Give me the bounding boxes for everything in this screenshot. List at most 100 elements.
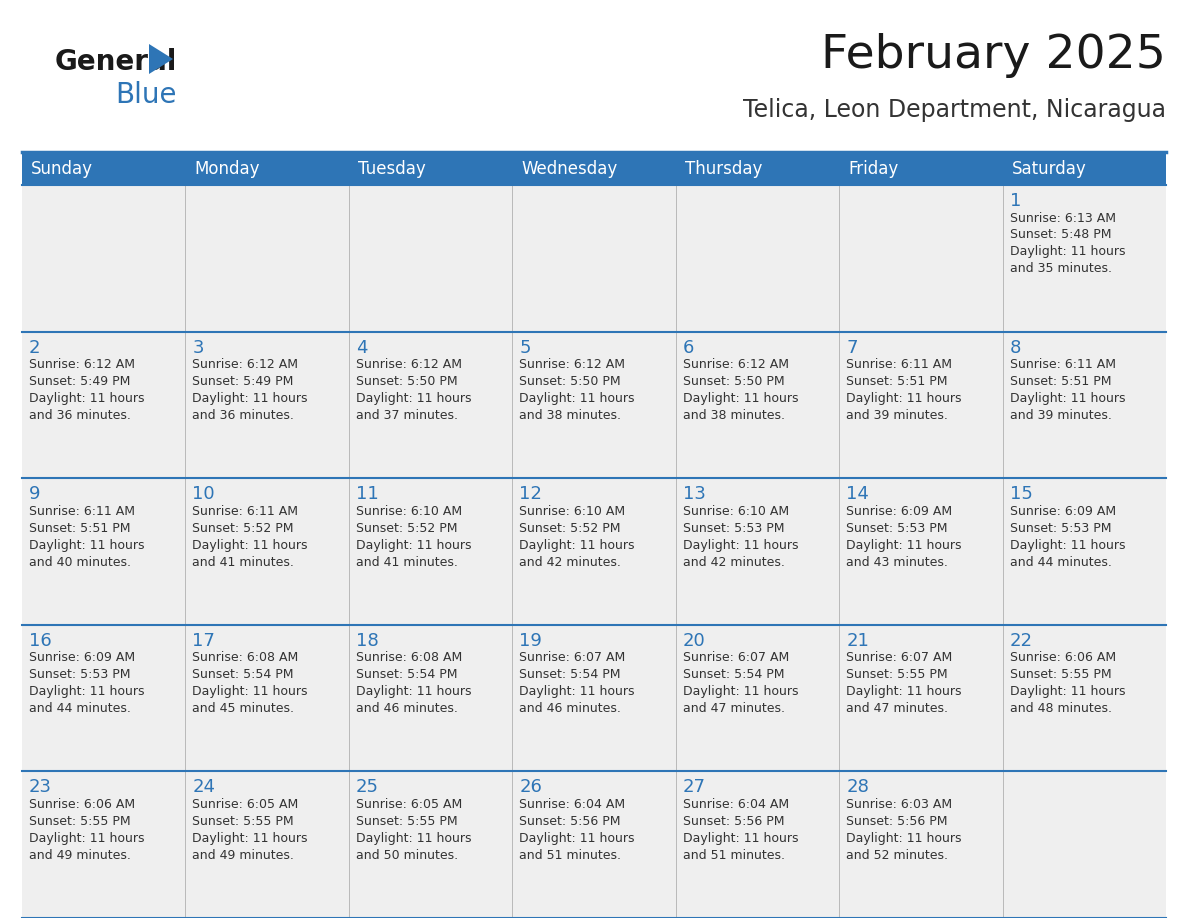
Text: Daylight: 11 hours: Daylight: 11 hours bbox=[1010, 539, 1125, 552]
Text: Sunset: 5:52 PM: Sunset: 5:52 PM bbox=[192, 521, 293, 534]
Text: and 39 minutes.: and 39 minutes. bbox=[846, 409, 948, 422]
Bar bbox=[839, 771, 1003, 918]
Text: Sunset: 5:56 PM: Sunset: 5:56 PM bbox=[846, 815, 948, 828]
Text: and 38 minutes.: and 38 minutes. bbox=[519, 409, 621, 422]
Text: Sunset: 5:54 PM: Sunset: 5:54 PM bbox=[356, 668, 457, 681]
Text: and 42 minutes.: and 42 minutes. bbox=[683, 555, 784, 568]
Text: Daylight: 11 hours: Daylight: 11 hours bbox=[1010, 686, 1125, 699]
Text: Sunset: 5:55 PM: Sunset: 5:55 PM bbox=[1010, 668, 1111, 681]
Text: 3: 3 bbox=[192, 339, 204, 356]
Text: 28: 28 bbox=[846, 778, 868, 797]
Text: 24: 24 bbox=[192, 778, 215, 797]
Text: Blue: Blue bbox=[115, 81, 177, 109]
Text: Daylight: 11 hours: Daylight: 11 hours bbox=[356, 392, 472, 405]
Text: Sunrise: 6:12 AM: Sunrise: 6:12 AM bbox=[192, 358, 298, 371]
Text: February 2025: February 2025 bbox=[821, 32, 1165, 77]
Text: Sunrise: 6:04 AM: Sunrise: 6:04 AM bbox=[683, 798, 789, 811]
Bar bbox=[512, 771, 676, 918]
Text: Daylight: 11 hours: Daylight: 11 hours bbox=[683, 686, 798, 699]
Text: Sunrise: 6:12 AM: Sunrise: 6:12 AM bbox=[356, 358, 462, 371]
Bar bbox=[23, 478, 185, 625]
Text: Saturday: Saturday bbox=[1011, 160, 1086, 177]
Text: Sunrise: 6:11 AM: Sunrise: 6:11 AM bbox=[192, 505, 298, 518]
Bar bbox=[676, 331, 839, 478]
Text: Sunrise: 6:06 AM: Sunrise: 6:06 AM bbox=[29, 798, 135, 811]
Text: Sunrise: 6:09 AM: Sunrise: 6:09 AM bbox=[29, 651, 135, 665]
Text: Daylight: 11 hours: Daylight: 11 hours bbox=[356, 539, 472, 552]
Bar bbox=[23, 152, 1165, 185]
Text: Sunset: 5:49 PM: Sunset: 5:49 PM bbox=[29, 375, 131, 388]
Text: Sunset: 5:50 PM: Sunset: 5:50 PM bbox=[683, 375, 784, 388]
Text: 5: 5 bbox=[519, 339, 531, 356]
Text: Daylight: 11 hours: Daylight: 11 hours bbox=[846, 686, 961, 699]
Text: Sunrise: 6:09 AM: Sunrise: 6:09 AM bbox=[846, 505, 953, 518]
Text: and 44 minutes.: and 44 minutes. bbox=[29, 702, 131, 715]
Text: Sunset: 5:53 PM: Sunset: 5:53 PM bbox=[29, 668, 131, 681]
Text: Sunset: 5:53 PM: Sunset: 5:53 PM bbox=[846, 521, 948, 534]
Text: Sunset: 5:55 PM: Sunset: 5:55 PM bbox=[356, 815, 457, 828]
Text: Sunset: 5:51 PM: Sunset: 5:51 PM bbox=[1010, 375, 1111, 388]
Text: Sunset: 5:53 PM: Sunset: 5:53 PM bbox=[1010, 521, 1111, 534]
Bar bbox=[185, 625, 349, 771]
Text: Sunrise: 6:10 AM: Sunrise: 6:10 AM bbox=[519, 505, 625, 518]
Text: Daylight: 11 hours: Daylight: 11 hours bbox=[29, 392, 145, 405]
Text: Sunrise: 6:07 AM: Sunrise: 6:07 AM bbox=[846, 651, 953, 665]
Text: and 47 minutes.: and 47 minutes. bbox=[683, 702, 785, 715]
Text: 12: 12 bbox=[519, 486, 542, 503]
Text: Daylight: 11 hours: Daylight: 11 hours bbox=[683, 832, 798, 845]
Bar bbox=[1003, 185, 1165, 331]
Text: Sunrise: 6:11 AM: Sunrise: 6:11 AM bbox=[846, 358, 952, 371]
Text: Sunrise: 6:11 AM: Sunrise: 6:11 AM bbox=[29, 505, 135, 518]
Bar bbox=[349, 625, 512, 771]
Bar bbox=[23, 185, 185, 331]
Text: Sunrise: 6:04 AM: Sunrise: 6:04 AM bbox=[519, 798, 625, 811]
Bar bbox=[676, 185, 839, 331]
Bar bbox=[839, 331, 1003, 478]
Text: and 48 minutes.: and 48 minutes. bbox=[1010, 702, 1112, 715]
Text: 8: 8 bbox=[1010, 339, 1020, 356]
Text: Sunrise: 6:03 AM: Sunrise: 6:03 AM bbox=[846, 798, 953, 811]
Text: Daylight: 11 hours: Daylight: 11 hours bbox=[192, 539, 308, 552]
Text: Sunrise: 6:11 AM: Sunrise: 6:11 AM bbox=[1010, 358, 1116, 371]
Text: and 47 minutes.: and 47 minutes. bbox=[846, 702, 948, 715]
Text: Sunset: 5:56 PM: Sunset: 5:56 PM bbox=[683, 815, 784, 828]
Text: Sunrise: 6:08 AM: Sunrise: 6:08 AM bbox=[192, 651, 298, 665]
Text: Sunrise: 6:08 AM: Sunrise: 6:08 AM bbox=[356, 651, 462, 665]
Text: Daylight: 11 hours: Daylight: 11 hours bbox=[356, 686, 472, 699]
Text: Sunset: 5:50 PM: Sunset: 5:50 PM bbox=[519, 375, 621, 388]
Polygon shape bbox=[148, 44, 173, 74]
Text: Sunrise: 6:09 AM: Sunrise: 6:09 AM bbox=[1010, 505, 1116, 518]
Text: 4: 4 bbox=[356, 339, 367, 356]
Bar bbox=[1003, 771, 1165, 918]
Text: and 46 minutes.: and 46 minutes. bbox=[519, 702, 621, 715]
Text: 2: 2 bbox=[29, 339, 40, 356]
Bar bbox=[185, 331, 349, 478]
Text: Daylight: 11 hours: Daylight: 11 hours bbox=[1010, 245, 1125, 259]
Text: and 49 minutes.: and 49 minutes. bbox=[29, 849, 131, 862]
Text: Daylight: 11 hours: Daylight: 11 hours bbox=[1010, 392, 1125, 405]
Text: and 51 minutes.: and 51 minutes. bbox=[519, 849, 621, 862]
Text: Daylight: 11 hours: Daylight: 11 hours bbox=[683, 392, 798, 405]
Text: Sunrise: 6:10 AM: Sunrise: 6:10 AM bbox=[356, 505, 462, 518]
Text: Daylight: 11 hours: Daylight: 11 hours bbox=[29, 686, 145, 699]
Text: Sunset: 5:50 PM: Sunset: 5:50 PM bbox=[356, 375, 457, 388]
Text: Sunset: 5:52 PM: Sunset: 5:52 PM bbox=[356, 521, 457, 534]
Text: Sunrise: 6:05 AM: Sunrise: 6:05 AM bbox=[192, 798, 298, 811]
Text: Sunset: 5:51 PM: Sunset: 5:51 PM bbox=[846, 375, 948, 388]
Bar bbox=[349, 185, 512, 331]
Bar bbox=[185, 478, 349, 625]
Text: Sunset: 5:53 PM: Sunset: 5:53 PM bbox=[683, 521, 784, 534]
Text: Sunset: 5:48 PM: Sunset: 5:48 PM bbox=[1010, 229, 1111, 241]
Text: and 45 minutes.: and 45 minutes. bbox=[192, 702, 295, 715]
Text: General: General bbox=[55, 48, 177, 76]
Text: 21: 21 bbox=[846, 632, 868, 650]
Bar bbox=[1003, 478, 1165, 625]
Text: Sunrise: 6:12 AM: Sunrise: 6:12 AM bbox=[29, 358, 135, 371]
Text: Telica, Leon Department, Nicaragua: Telica, Leon Department, Nicaragua bbox=[742, 98, 1165, 122]
Text: 15: 15 bbox=[1010, 486, 1032, 503]
Text: Friday: Friday bbox=[848, 160, 898, 177]
Text: and 41 minutes.: and 41 minutes. bbox=[192, 555, 295, 568]
Text: Sunset: 5:55 PM: Sunset: 5:55 PM bbox=[192, 815, 295, 828]
Text: 20: 20 bbox=[683, 632, 706, 650]
Text: and 40 minutes.: and 40 minutes. bbox=[29, 555, 131, 568]
